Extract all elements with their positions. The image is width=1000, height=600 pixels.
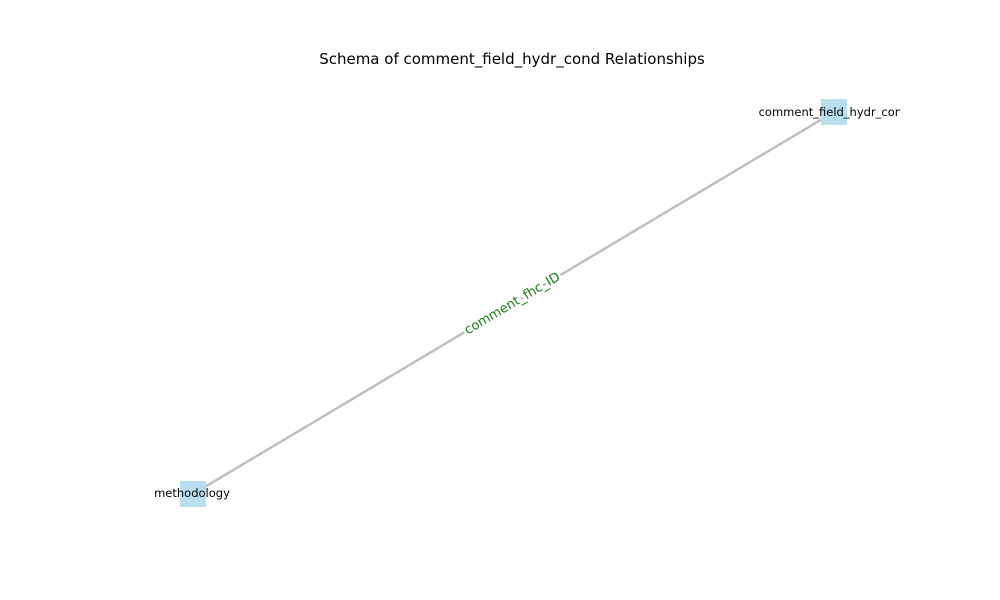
edge-label-comment-fhc-id: comment_fhc_ID — [462, 270, 563, 338]
node-label-comment-field-hydr-cond: comment_field_hydr_cond — [759, 105, 910, 119]
node-methodology — [180, 481, 206, 507]
node-label-methodology: methodology — [154, 486, 230, 500]
diagram-title: Schema of comment_field_hydr_cond Relati… — [319, 50, 705, 69]
node-comment-field-hydr-cond — [821, 99, 847, 125]
edge-line — [191, 110, 836, 496]
